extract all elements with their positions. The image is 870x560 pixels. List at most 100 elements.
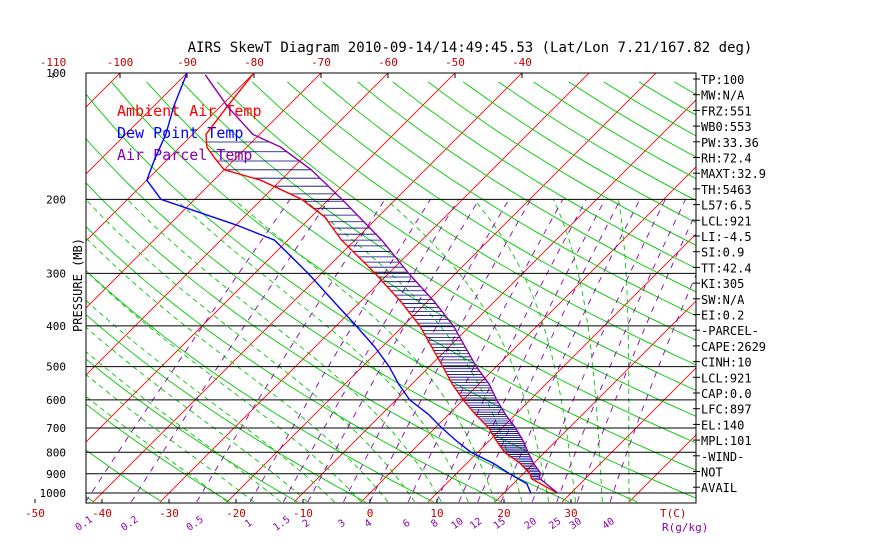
pressure-tick-label: 600: [46, 394, 66, 407]
dry-adiabat-line: [86, 358, 298, 503]
stability-index-item: TH:5463: [701, 183, 752, 197]
dry-adiabat-line: [86, 314, 366, 503]
stability-index-item: FRZ:551: [701, 104, 752, 118]
dry-adiabat-line: [86, 137, 638, 503]
dry-adiabat-line: [462, 81, 696, 224]
mixing-ratio-tick-label: 1: [243, 518, 254, 530]
bottom-temp-tick-label: -20: [226, 507, 246, 520]
x-axis-unit-label: T(C): [660, 507, 687, 520]
mixing-ratio-line: [130, 199, 330, 503]
pressure-tick-label: 1000: [40, 487, 67, 500]
dry-adiabat-line: [498, 81, 696, 201]
moist-adiabat-line: [86, 199, 416, 503]
pressure-tick-label: 400: [46, 320, 66, 333]
stability-index-item: CAPE:2629: [701, 340, 766, 354]
mixing-ratio-tick-label: 0.5: [185, 514, 206, 533]
isotherm-line: [427, 233, 696, 503]
top-temp-tick-label: -50: [445, 56, 465, 69]
dry-adiabat-line: [216, 81, 696, 391]
moist-adiabat-line: [473, 199, 576, 502]
bottom-temp-tick-label: -30: [159, 507, 179, 520]
mixing-ratio-tick-label: 6: [401, 518, 412, 530]
top-temp-tick-label: -100: [107, 56, 134, 69]
isotherm-line: [0, 64, 62, 502]
background-lines: [0, 64, 870, 503]
mixing-ratio-line: [556, 199, 686, 503]
bottom-temp-tick-label: -40: [92, 507, 112, 520]
moist-adiabat-line: [618, 199, 630, 502]
bottom-temp-tick-label: -10: [293, 507, 313, 520]
moist-adiabat-line: [86, 299, 335, 503]
plot-frame: [85, 72, 697, 504]
dry-adiabat-line: [86, 269, 434, 503]
isotherm-line: [92, 73, 523, 503]
dry-adiabat-line: [86, 226, 502, 503]
stability-index-item: LCL:921: [701, 214, 752, 228]
moist-adiabat-line: [553, 199, 603, 502]
stability-index-item: SI:0.9: [701, 246, 744, 260]
dry-adiabat-line: [392, 81, 696, 269]
dry-adiabat-line: [86, 182, 570, 503]
top-temp-tick-label: -60: [378, 56, 398, 69]
moist-adiabat-line: [126, 199, 442, 503]
dew-point-temp-line: [146, 73, 532, 494]
dry-adiabat-line: [181, 81, 696, 417]
stability-index-item: WB0:553: [701, 120, 752, 134]
mixing-ratio-line: [531, 199, 666, 503]
isotherm-line: [86, 73, 456, 443]
dry-adiabat-line: [146, 81, 696, 444]
stability-index-item: MW:N/A: [701, 89, 745, 103]
isotherm-line: [763, 64, 870, 502]
dry-adiabat-line: [780, 82, 870, 502]
stability-index-item: EL:140: [701, 418, 744, 432]
stability-index-item: AVAIL: [701, 481, 737, 495]
dry-adiabat-line: [287, 81, 696, 341]
bottom-temp-tick-label: 20: [497, 507, 510, 520]
moist-adiabat-line: [86, 351, 281, 503]
mixing-ratio-tick-label: 12: [468, 516, 484, 532]
mixing-ratio-line: [249, 199, 431, 503]
legend-ambient-air-temp: Ambient Air Temp: [117, 102, 262, 120]
mixing-ratio-line: [435, 199, 587, 503]
bottom-temp-tick-label: 30: [564, 507, 577, 520]
stability-index-item: MAXT:32.9: [701, 167, 766, 181]
mixing-ratio-tick-label: 4: [363, 518, 374, 530]
stability-index-item: L57:6.5: [701, 199, 752, 213]
stability-index-item: CINH:10: [701, 356, 752, 370]
pressure-tick-label: 800: [46, 446, 66, 459]
bottom-temp-tick-label: 0: [367, 507, 374, 520]
top-temp-tick-label: -90: [177, 56, 197, 69]
mixing-ratio-tick-label: 10: [449, 516, 465, 532]
stability-index-item: RH:72.4: [701, 152, 752, 166]
legend-dew-point-temp: Dew Point Temp: [117, 124, 243, 142]
dry-adiabat-line: [427, 81, 696, 246]
mixing-ratio-tick-label: 8: [429, 518, 440, 530]
moist-adiabat-line: [86, 326, 308, 503]
ambient-air-temp-line: [205, 73, 558, 494]
mixing-ratio-tick-label: 2: [301, 518, 312, 530]
moist-adiabat-line: [233, 199, 496, 503]
top-temp-tick-label: -110: [40, 56, 67, 69]
pressure-tick-label: 200: [46, 193, 66, 206]
top-temp-axis: -120-110-100-90-80-70-60-50-40: [40, 56, 532, 78]
stability-index-item: -WIND-: [701, 450, 744, 464]
pressure-tick-label: 500: [46, 361, 66, 374]
y-axis-label: PRESSURE (MB): [71, 238, 85, 332]
bottom-temp-tick-label: 10: [430, 507, 443, 520]
pressure-tick-label: 300: [46, 267, 66, 280]
legend: Ambient Air Temp Dew Point Temp Air Parc…: [117, 102, 262, 164]
stability-index-item: CAP:0.0: [701, 387, 752, 401]
pressure-axis: 100 200 300 400 500 600 700 800 900 1000: [40, 67, 67, 500]
mixing-ratio-tick-label: 1.5: [271, 514, 292, 533]
dry-adiabat-line: [745, 82, 870, 502]
mixing-ratio-line: [477, 199, 621, 503]
cape-hatch: [206, 141, 542, 481]
pressure-tick-label: 900: [46, 468, 66, 481]
mixing-ratio-line: [307, 199, 480, 503]
stability-index-item: SW:N/A: [701, 293, 745, 307]
stability-index-item: MPL:101: [701, 434, 752, 448]
chart-title: AIRS SkewT Diagram 2010-09-14/14:49:45.5…: [188, 40, 753, 56]
dry-adiabat-line: [86, 403, 230, 503]
